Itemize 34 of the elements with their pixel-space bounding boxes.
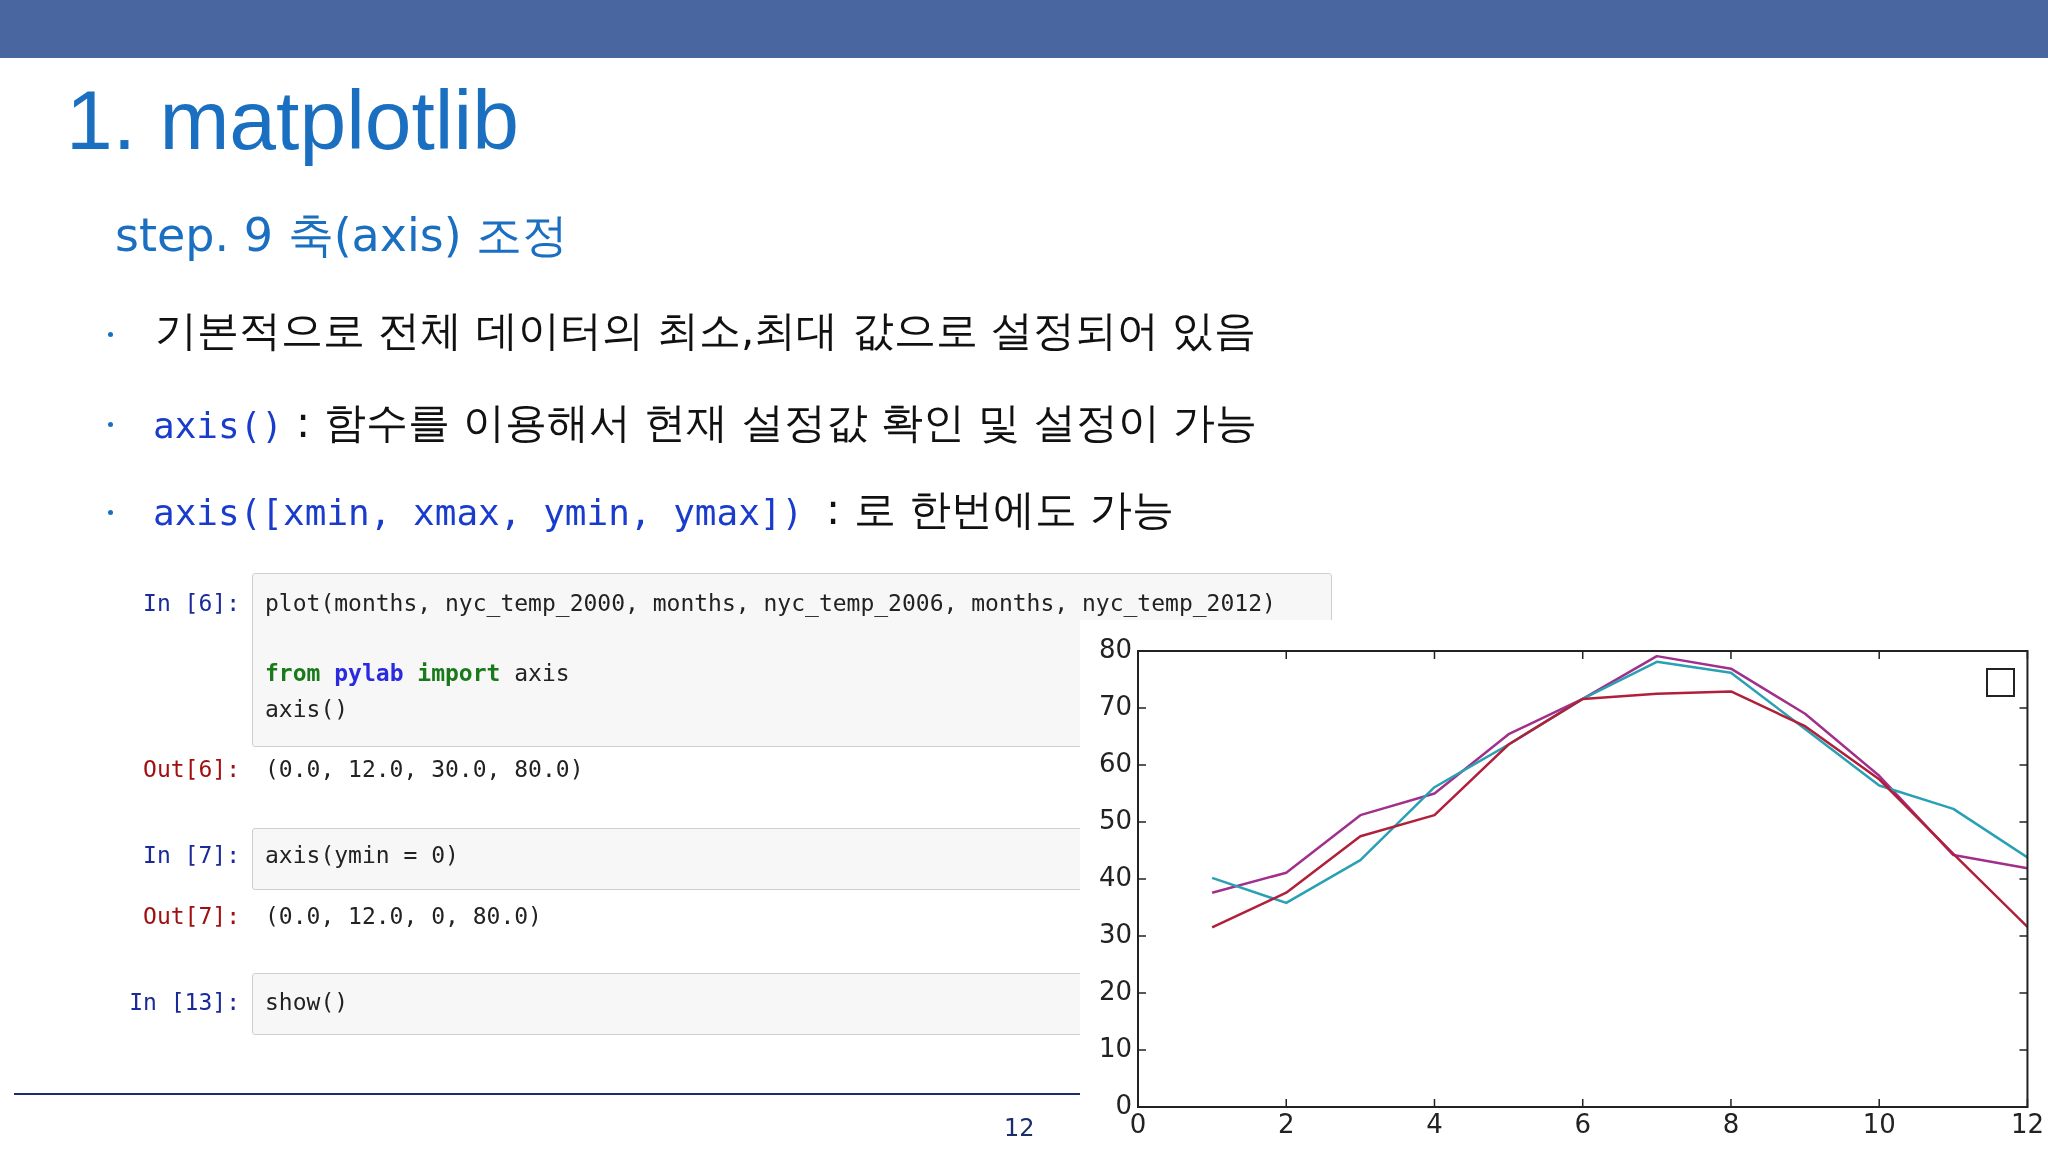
text: 기본적으로 전체 데이터의 최소,최대 값으로 설정되어 있음	[155, 306, 1257, 355]
text: In [13]:	[129, 989, 240, 1015]
text: axis([xmin, xmax, ymin, ymax])	[153, 492, 804, 533]
text: Out[7]:	[143, 903, 240, 929]
x-tick-label: 2	[1277, 1109, 1295, 1140]
text: step. 9 축(axis) 조정	[115, 208, 569, 262]
x-tick-label: 8	[1722, 1109, 1740, 1140]
text: show()	[265, 989, 349, 1015]
y-tick-label: 10	[1098, 1032, 1132, 1063]
y-tick-label: 30	[1098, 918, 1132, 949]
x-tick-label: 4	[1426, 1109, 1443, 1140]
x-tick-label: 12	[2010, 1109, 2044, 1140]
text: axis()	[153, 405, 284, 446]
text: : 로 한번에도 가능	[826, 485, 1175, 534]
text: plot(months, nyc_temp_2000, months, nyc_temp_2006, months, nyc_temp_2012)	[265, 590, 1276, 616]
text: 1. matplotlib	[66, 73, 519, 167]
y-tick-label: 60	[1098, 747, 1132, 778]
text: In [6]:	[143, 590, 240, 616]
y-tick-label: 80	[1098, 633, 1132, 664]
text: (0.0, 12.0, 30.0, 80.0)	[265, 756, 584, 782]
text: (0.0, 12.0, 0, 80.0)	[265, 903, 542, 929]
x-tick-label: 10	[1862, 1109, 1896, 1140]
y-tick-label: 50	[1098, 804, 1132, 835]
text: : 함수를 이용해서 현재 설정값 확인 및 설정이 가능	[296, 398, 1257, 447]
y-tick-label: 20	[1098, 975, 1132, 1006]
y-tick-label: 40	[1098, 861, 1132, 892]
text: axis()	[265, 696, 349, 722]
y-tick-label: 0	[1115, 1089, 1132, 1120]
text: In [7]:	[143, 842, 240, 868]
text: from pylab import axis	[265, 660, 570, 686]
text: axis(ymin = 0)	[265, 842, 459, 868]
text: Out[6]:	[143, 756, 240, 782]
y-tick-label: 70	[1098, 690, 1132, 721]
x-tick-label: 6	[1574, 1109, 1591, 1140]
